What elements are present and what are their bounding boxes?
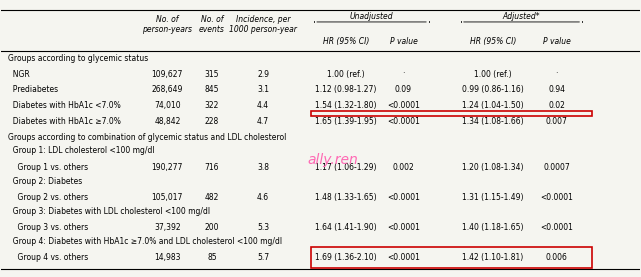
Text: Diabetes with HbA1c <7.0%: Diabetes with HbA1c <7.0% [8,101,121,110]
Text: NGR: NGR [8,70,29,79]
Text: Group 4: Diabetes with HbA1c ≥7.0% and LDL cholesterol <100 mg/dl: Group 4: Diabetes with HbA1c ≥7.0% and L… [8,237,282,246]
Text: 5.3: 5.3 [257,223,269,232]
Text: 0.09: 0.09 [395,86,412,94]
Text: P value: P value [543,37,570,46]
Text: 1.00 (ref.): 1.00 (ref.) [327,70,365,79]
Text: Group 2: Diabetes: Group 2: Diabetes [8,176,82,186]
Text: 5.7: 5.7 [257,253,269,262]
Text: Group 2 vs. others: Group 2 vs. others [8,193,88,202]
Text: 845: 845 [204,86,219,94]
Text: 1.42 (1.10-1.81): 1.42 (1.10-1.81) [462,253,524,262]
Text: 3.8: 3.8 [257,163,269,172]
Text: 1.17 (1.06-1.29): 1.17 (1.06-1.29) [315,163,377,172]
Text: HR (95% CI): HR (95% CI) [323,37,369,46]
Text: 105,017: 105,017 [152,193,183,202]
Text: No. of
events: No. of events [199,15,225,34]
Text: No. of
person-years: No. of person-years [142,15,192,34]
Text: HR (95% CI): HR (95% CI) [470,37,516,46]
Text: 0.94: 0.94 [548,86,565,94]
Text: 482: 482 [205,193,219,202]
Text: Group 1: LDL cholesterol <100 mg/dl: Group 1: LDL cholesterol <100 mg/dl [8,146,154,155]
Text: 716: 716 [204,163,219,172]
Text: Group 4 vs. others: Group 4 vs. others [8,253,88,262]
Text: 1.48 (1.33-1.65): 1.48 (1.33-1.65) [315,193,377,202]
Text: 1.24 (1.04-1.50): 1.24 (1.04-1.50) [462,101,524,110]
Text: 0.007: 0.007 [545,117,567,126]
Text: <0.0001: <0.0001 [387,193,420,202]
Text: <0.0001: <0.0001 [540,223,573,232]
Text: 1.40 (1.18-1.65): 1.40 (1.18-1.65) [462,223,524,232]
Text: 4.6: 4.6 [257,193,269,202]
Text: <0.0001: <0.0001 [387,101,420,110]
Text: Adjusted*: Adjusted* [503,12,540,21]
Text: Groups according to combination of glycemic status and LDL cholesterol: Groups according to combination of glyce… [8,133,286,142]
Text: Group 3: Diabetes with LDL cholesterol <100 mg/dl: Group 3: Diabetes with LDL cholesterol <… [8,207,210,216]
Text: 14,983: 14,983 [154,253,181,262]
Text: 74,010: 74,010 [154,101,181,110]
Text: 0.006: 0.006 [545,253,567,262]
Text: 1.69 (1.36-2.10): 1.69 (1.36-2.10) [315,253,377,262]
Text: 85: 85 [207,253,217,262]
Text: 4.4: 4.4 [257,101,269,110]
Text: 200: 200 [204,223,219,232]
Text: Groups according to glycemic status: Groups according to glycemic status [8,55,148,63]
Text: 3.1: 3.1 [257,86,269,94]
Text: 48,842: 48,842 [154,117,181,126]
Text: 2.9: 2.9 [257,70,269,79]
Text: 1.12 (0.98-1.27): 1.12 (0.98-1.27) [315,86,377,94]
Text: 109,627: 109,627 [152,70,183,79]
Text: 0.02: 0.02 [548,101,565,110]
Text: 1.64 (1.41-1.90): 1.64 (1.41-1.90) [315,223,377,232]
Text: Group 1 vs. others: Group 1 vs. others [8,163,88,172]
Text: Prediabetes: Prediabetes [8,86,58,94]
Text: P value: P value [390,37,417,46]
Text: 0.0007: 0.0007 [544,163,570,172]
Text: 228: 228 [205,117,219,126]
Text: Diabetes with HbA1c ≥7.0%: Diabetes with HbA1c ≥7.0% [8,117,121,126]
Text: <0.0001: <0.0001 [387,223,420,232]
Text: ally.ren: ally.ren [308,153,358,167]
Text: 315: 315 [204,70,219,79]
Text: 1.65 (1.39-1.95): 1.65 (1.39-1.95) [315,117,377,126]
Text: 37,392: 37,392 [154,223,181,232]
Text: 190,277: 190,277 [152,163,183,172]
Text: <0.0001: <0.0001 [540,193,573,202]
Text: 322: 322 [205,101,219,110]
Text: 1.31 (1.15-1.49): 1.31 (1.15-1.49) [462,193,524,202]
Text: ·: · [556,70,558,79]
Text: 0.99 (0.86-1.16): 0.99 (0.86-1.16) [462,86,524,94]
Text: 0.002: 0.002 [392,163,414,172]
Text: ·: · [403,70,404,79]
Text: 1.20 (1.08-1.34): 1.20 (1.08-1.34) [462,163,524,172]
Text: 268,649: 268,649 [152,86,183,94]
Text: <0.0001: <0.0001 [387,117,420,126]
Text: 1.34 (1.08-1.66): 1.34 (1.08-1.66) [462,117,524,126]
Text: 4.7: 4.7 [257,117,269,126]
Text: 1.00 (ref.): 1.00 (ref.) [474,70,512,79]
Text: Unadjusted: Unadjusted [350,12,394,21]
Text: 1.54 (1.32-1.80): 1.54 (1.32-1.80) [315,101,377,110]
Text: Group 3 vs. others: Group 3 vs. others [8,223,88,232]
Text: <0.0001: <0.0001 [387,253,420,262]
Text: Incidence, per
1000 person-year: Incidence, per 1000 person-year [229,15,297,34]
